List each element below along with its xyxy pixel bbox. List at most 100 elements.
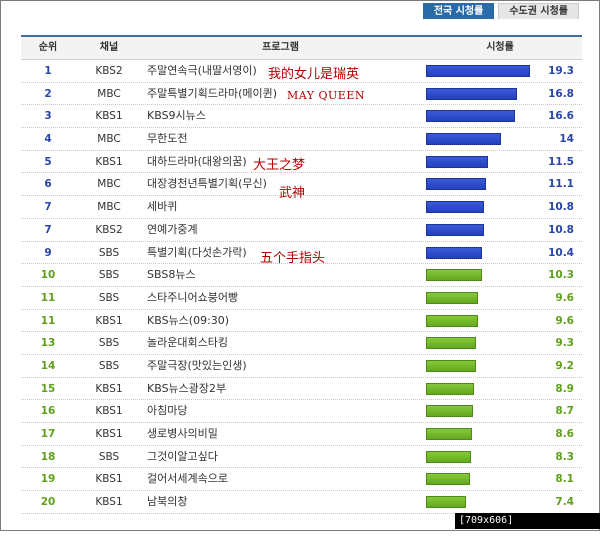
channel-cell: SBS bbox=[98, 246, 120, 259]
rank-cell: 11 bbox=[40, 314, 56, 327]
ratings-panel: 전국 시청률 수도권 시청률 순위 채널 프로그램 시청률 1 KBS2 주말연속극… bbox=[0, 0, 600, 531]
annotation-program-1: 我的女儿是瑞英 bbox=[268, 67, 360, 82]
table-row: 17 KBS1 생로병사의비밀 8.6 bbox=[21, 423, 582, 446]
table-row: 7 KBS2 연예가중계 10.8 bbox=[21, 219, 582, 242]
program-name[interactable]: 주말특별기획드라마(메이퀸) bbox=[147, 86, 278, 100]
rank-cell: 9 bbox=[44, 246, 52, 259]
rating-bar bbox=[426, 178, 486, 191]
rating-value: 11.5 bbox=[548, 155, 574, 168]
program-name[interactable]: 무한도전 bbox=[147, 132, 188, 146]
program-name[interactable]: 연예가중계 bbox=[147, 222, 198, 236]
program-name[interactable]: 특별기획(다섯손가락) bbox=[147, 245, 247, 259]
channel-cell: KBS1 bbox=[95, 405, 123, 418]
table-row: 11 KBS1 KBS뉴스(09:30) 9.6 bbox=[21, 310, 582, 333]
header-channel: 채널 bbox=[99, 42, 119, 53]
rank-cell: 6 bbox=[44, 178, 52, 191]
table-row: 1 KBS2 주말연속극(내딸서영이) 19.3 bbox=[21, 60, 582, 83]
rank-cell: 17 bbox=[40, 428, 56, 440]
rating-value: 7.4 bbox=[555, 496, 574, 509]
rating-bar bbox=[426, 450, 471, 463]
program-name[interactable]: KBS뉴스광장2부 bbox=[147, 381, 227, 395]
channel-cell: SBS bbox=[98, 291, 120, 304]
program-name[interactable]: 놀라운대회스타킹 bbox=[147, 336, 228, 350]
rank-cell: 2 bbox=[44, 87, 52, 100]
rank-cell: 3 bbox=[44, 110, 52, 123]
program-name[interactable]: 아침마당 bbox=[147, 404, 188, 418]
rating-value: 9.6 bbox=[555, 291, 574, 304]
tab-nationwide[interactable]: 전국 시청률 bbox=[422, 3, 495, 19]
rating-bar bbox=[426, 428, 472, 440]
rating-bar bbox=[426, 337, 476, 350]
rating-value: 10.4 bbox=[548, 246, 574, 259]
rating-bar bbox=[426, 359, 476, 372]
annotation-program-2: MAY QUEEN bbox=[287, 89, 365, 102]
channel-cell: SBS bbox=[98, 269, 120, 282]
header-program: 프로그램 bbox=[262, 42, 299, 53]
table-row: 7 MBC 세바퀴 10.8 bbox=[21, 196, 582, 219]
program-name[interactable]: 주말극장(맛있는인생) bbox=[147, 358, 247, 372]
annotation-program-6: 武神 bbox=[279, 186, 306, 201]
channel-cell: KBS1 bbox=[95, 110, 123, 123]
channel-cell: KBS1 bbox=[95, 155, 123, 168]
table-row: 20 KBS1 남북의창 7.4 bbox=[21, 491, 582, 514]
channel-cell: SBS bbox=[98, 337, 120, 350]
program-name[interactable]: 스타주니어쇼붕어빵 bbox=[147, 290, 239, 304]
rating-bar bbox=[426, 133, 501, 146]
rank-cell: 1 bbox=[44, 65, 52, 77]
ratings-table: 순위 채널 프로그램 시청률 1 KBS2 주말연속극(내딸서영이) 19.3 2 MBC… bbox=[21, 35, 582, 514]
rating-value: 10.3 bbox=[548, 269, 574, 282]
header-rating: 시청률 bbox=[486, 42, 514, 53]
rating-bar bbox=[426, 201, 484, 214]
program-name[interactable]: 대장경천년특별기획(무신) bbox=[147, 177, 267, 191]
program-name[interactable]: 걸어서세계속으로 bbox=[147, 472, 228, 486]
rating-value: 14 bbox=[559, 133, 574, 146]
rank-cell: 18 bbox=[40, 450, 56, 463]
table-row: 14 SBS 주말극장(맛있는인생) 9.2 bbox=[21, 355, 582, 378]
program-name[interactable]: 대하드라마(대왕의꿈) bbox=[147, 154, 247, 168]
program-name[interactable]: KBS뉴스(09:30) bbox=[147, 313, 230, 327]
header-rank: 순위 bbox=[38, 42, 58, 53]
rank-cell: 15 bbox=[40, 382, 56, 395]
program-name[interactable]: 생로병사의비밀 bbox=[147, 427, 218, 440]
rating-bar bbox=[426, 291, 478, 304]
program-name[interactable]: 그것이알고싶다 bbox=[147, 449, 218, 463]
channel-cell: MBC bbox=[97, 87, 121, 100]
annotation-program-5: 大王之梦 bbox=[253, 158, 306, 173]
rating-value: 8.3 bbox=[555, 450, 574, 463]
rating-value: 8.6 bbox=[555, 428, 574, 440]
tab-capital-area[interactable]: 수도권 시청률 bbox=[498, 3, 579, 19]
rating-value: 16.8 bbox=[548, 87, 574, 100]
channel-cell: SBS bbox=[98, 359, 120, 372]
rating-value: 16.6 bbox=[548, 110, 574, 123]
rating-bar bbox=[426, 382, 474, 395]
program-name[interactable]: 남북의창 bbox=[147, 495, 188, 509]
rating-value: 10.8 bbox=[548, 223, 574, 236]
rating-bar bbox=[426, 223, 484, 236]
rating-value: 9.6 bbox=[555, 314, 574, 327]
table-row: 16 KBS1 아침마당 8.7 bbox=[21, 400, 582, 423]
table-header: 순위 채널 프로그램 시청률 bbox=[21, 37, 582, 60]
program-name[interactable]: KBS9시뉴스 bbox=[147, 109, 206, 123]
channel-cell: MBC bbox=[97, 133, 121, 146]
channel-cell: KBS1 bbox=[95, 496, 123, 509]
rating-bar bbox=[426, 110, 515, 123]
channel-cell: KBS2 bbox=[95, 223, 123, 236]
rating-value: 19.3 bbox=[548, 65, 574, 77]
rank-cell: 20 bbox=[40, 496, 56, 509]
channel-cell: KBS1 bbox=[95, 382, 123, 395]
rating-bar bbox=[426, 269, 482, 282]
program-name[interactable]: 세바퀴 bbox=[147, 200, 178, 214]
program-name[interactable]: 주말연속극(내딸서영이) bbox=[147, 64, 257, 77]
table-row: 15 KBS1 KBS뉴스광장2부 8.9 bbox=[21, 378, 582, 401]
table-row: 18 SBS 그것이알고싶다 8.3 bbox=[21, 446, 582, 469]
rating-value: 9.3 bbox=[555, 337, 574, 350]
rank-cell: 7 bbox=[44, 223, 52, 236]
program-name[interactable]: SBS8뉴스 bbox=[147, 268, 196, 282]
channel-cell: KBS1 bbox=[95, 314, 123, 327]
rating-value: 8.9 bbox=[555, 382, 574, 395]
table-row: 6 MBC 대장경천년특별기획(무신) 11.1 bbox=[21, 173, 582, 197]
rank-cell: 7 bbox=[44, 201, 52, 214]
channel-cell: KBS1 bbox=[95, 473, 123, 486]
rating-value: 11.1 bbox=[548, 178, 574, 191]
rank-cell: 14 bbox=[40, 359, 56, 372]
